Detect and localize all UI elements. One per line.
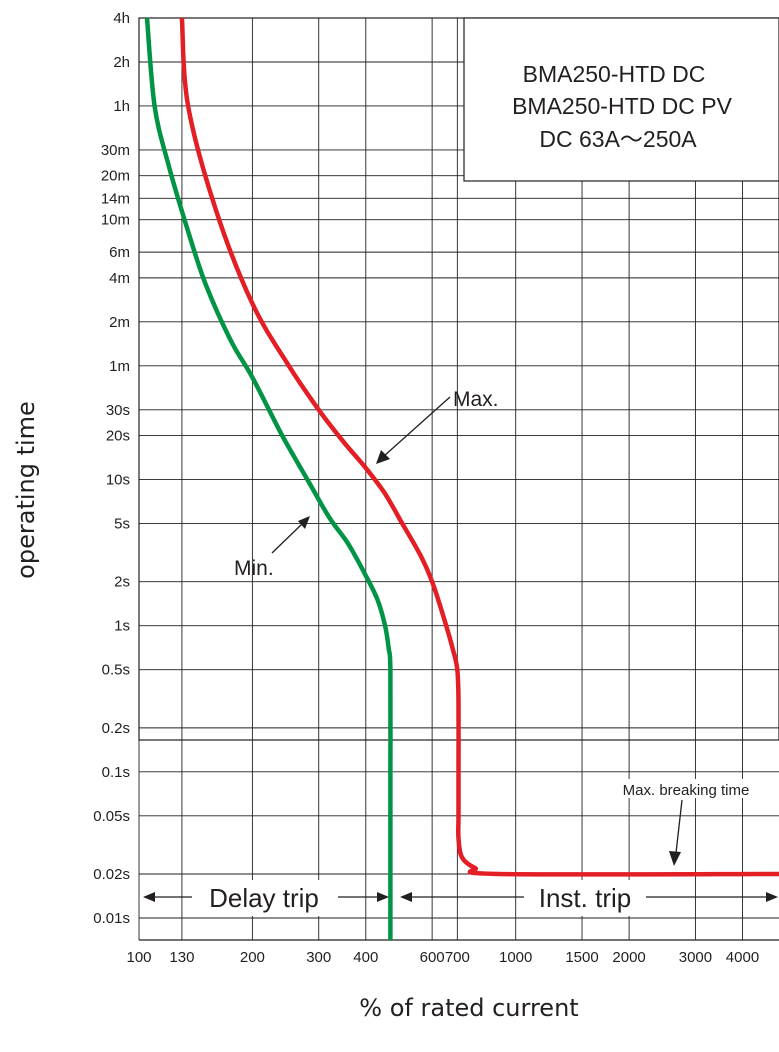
breaking-arrow-line <box>675 799 683 854</box>
y-tick-label: 10s <box>106 472 130 489</box>
y-tick-label: 0.05s <box>93 808 130 825</box>
y-tick-labels: 4h 2h 1h 30m 20m 14m 10m 6m 4m 2m 1m 30s 20s 10s 5s 2s 1… <box>93 10 130 927</box>
y-tick-label: 0.02s <box>93 866 130 883</box>
x-tick-label: 200 <box>240 949 265 966</box>
x-axis-title: % of rated current <box>359 994 578 1022</box>
y-tick-label: 4m <box>109 270 130 287</box>
delay-arrowhead-left <box>143 892 155 902</box>
model-title-box <box>463 17 779 182</box>
model-title-line-3: DC 63A～250A <box>539 126 697 152</box>
grid-lines <box>138 17 779 941</box>
x-tick-label: 300 <box>306 949 331 966</box>
max-label: Max. <box>453 388 499 411</box>
min-label: Min. <box>234 557 274 580</box>
y-tick-label: 2h <box>113 54 130 71</box>
x-tick-label: 4000 <box>726 949 759 966</box>
y-tick-label: 1m <box>109 358 130 375</box>
max-arrowhead <box>376 450 390 464</box>
y-tick-label: 0.01s <box>93 910 130 927</box>
x-tick-labels: 100 130 200 300 400 600 700 1000 1500 2000 3000 400… <box>126 949 759 966</box>
y-tick-label: 20s <box>106 428 130 445</box>
inst-arrowhead-left <box>400 892 412 902</box>
y-tick-label: 1h <box>113 98 130 115</box>
y-tick-label: 4h <box>113 10 130 27</box>
breaking-arrowhead <box>669 851 681 866</box>
y-tick-label: 5s <box>114 516 130 533</box>
y-tick-label: 30m <box>101 142 130 159</box>
model-title-line-1: BMA250-HTD DC <box>523 61 706 87</box>
max-arrow-line <box>383 396 451 457</box>
inst-arrowhead-right <box>766 892 778 902</box>
x-tick-label: 100 <box>126 949 151 966</box>
y-axis-title: operating time <box>12 401 40 579</box>
y-tick-label: 0.5s <box>102 662 130 679</box>
min-arrow-line <box>271 523 303 554</box>
series-curve-min <box>144 17 393 940</box>
x-tick-label: 1000 <box>499 949 532 966</box>
x-tick-label: 400 <box>353 949 378 966</box>
y-tick-label: 6m <box>109 244 130 261</box>
x-tick-label: 130 <box>169 949 194 966</box>
breaking-time-label: Max. breaking time <box>623 782 750 799</box>
x-tick-label: 600 <box>420 949 445 966</box>
y-tick-label: 30s <box>106 402 130 419</box>
breaking-time-box <box>597 779 774 798</box>
min-arrowhead <box>298 516 310 529</box>
x-tick-label: 1500 <box>565 949 598 966</box>
y-tick-label: 14m <box>101 190 130 207</box>
y-tick-label: 20m <box>101 168 130 185</box>
y-tick-label: 0.2s <box>102 720 130 737</box>
series-curve-max <box>179 17 779 877</box>
x-tick-label: 2000 <box>612 949 645 966</box>
x-tick-label: 700 <box>445 949 470 966</box>
model-title-line-2: BMA250-HTD DC PV <box>512 93 732 119</box>
y-tick-label: 0.1s <box>102 764 130 781</box>
y-tick-label: 10m <box>101 212 130 229</box>
delay-arrowhead-right <box>377 892 389 902</box>
delay-label-bg <box>192 880 338 916</box>
y-tick-label: 2s <box>114 574 130 591</box>
series-curves <box>144 17 779 940</box>
y-tick-label: 2m <box>109 314 130 331</box>
delay-trip-label: Delay trip <box>209 883 319 913</box>
inst-label-bg <box>524 880 646 916</box>
y-tick-label: 1s <box>114 618 130 635</box>
x-tick-label: 3000 <box>679 949 712 966</box>
inst-trip-label: Inst. trip <box>539 883 631 913</box>
